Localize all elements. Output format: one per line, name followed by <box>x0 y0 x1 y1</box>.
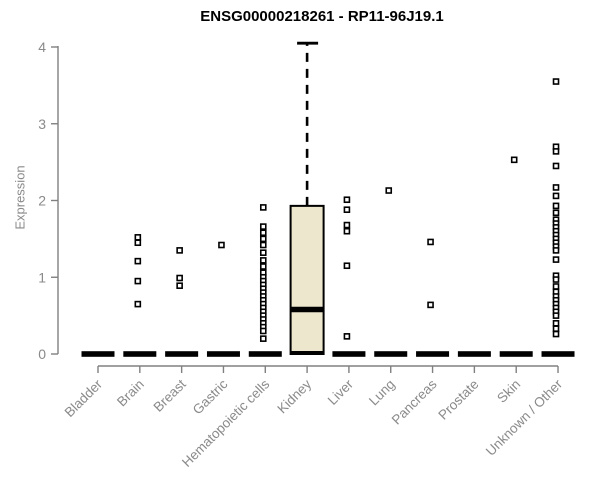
outlier-point <box>552 325 560 332</box>
outlier-point <box>552 319 560 327</box>
collapsed-box-bar <box>416 351 450 357</box>
x-category-label: Unknown / Other <box>483 376 566 459</box>
outlier-point <box>427 238 434 246</box>
outlier-point <box>176 247 183 254</box>
outlier-point <box>134 239 142 247</box>
x-category-label: Skin <box>494 377 523 406</box>
outlier-point <box>134 277 142 285</box>
collapsed-box-bar <box>81 351 115 357</box>
outlier-point <box>259 257 267 264</box>
collapsed-box-bar <box>165 351 199 357</box>
outlier-point <box>427 301 434 309</box>
outlier-point <box>259 263 267 270</box>
x-category-label: Gastric <box>190 376 231 417</box>
outlier-point <box>176 282 183 289</box>
outlier-point <box>134 234 142 241</box>
outlier-point <box>552 276 560 283</box>
collapsed-box-bar <box>332 351 366 357</box>
x-category-label: Pancreas <box>389 376 440 427</box>
outlier-point <box>552 78 560 85</box>
outlier-point <box>552 330 560 338</box>
outlier-point <box>552 202 560 210</box>
x-category-label: Breast <box>151 376 189 414</box>
y-tick-label: 4 <box>38 39 46 55</box>
outlier-point <box>343 333 351 340</box>
x-category-label: Bladder <box>62 376 106 420</box>
outlier-point <box>552 209 560 217</box>
x-category-label: Liver <box>325 376 357 408</box>
y-tick-label: 2 <box>38 193 46 209</box>
outlier-point <box>552 192 560 200</box>
outlier-point <box>552 283 560 290</box>
outlier-point <box>259 229 267 237</box>
collapsed-box-bar <box>499 351 533 357</box>
y-tick-label: 0 <box>38 346 46 362</box>
collapsed-box-bar <box>374 351 408 357</box>
outlier-point <box>259 241 267 249</box>
box-rect <box>289 204 325 355</box>
outlier-point <box>259 235 267 243</box>
collapsed-box-bar <box>541 351 575 357</box>
outlier-point <box>343 227 351 235</box>
collapsed-box-bar <box>248 351 282 357</box>
outlier-point <box>134 300 142 308</box>
outlier-point <box>552 162 560 170</box>
x-category-label: Prostate <box>435 377 481 423</box>
outlier-point <box>510 156 518 164</box>
outlier-point <box>259 335 267 342</box>
outlier-point <box>176 274 183 282</box>
outlier-point <box>134 257 142 265</box>
x-category-label: Lung <box>366 377 398 409</box>
outlier-point <box>385 187 393 194</box>
y-tick-label: 1 <box>38 269 46 285</box>
outlier-point <box>343 221 351 229</box>
chart-title: ENSG00000218261 - RP11-96J19.1 <box>200 8 444 25</box>
y-tick-label: 3 <box>38 116 46 132</box>
outlier-point <box>259 249 267 256</box>
outlier-point <box>259 223 267 230</box>
outlier-point <box>343 262 351 270</box>
outlier-point <box>552 256 560 263</box>
outlier-point <box>343 206 351 214</box>
x-category-label: Brain <box>114 377 147 410</box>
outlier-point <box>552 148 560 155</box>
collapsed-box-bar <box>457 351 491 357</box>
outlier-point <box>259 204 267 211</box>
outlier-point <box>218 241 225 249</box>
collapsed-box-bar <box>206 351 240 357</box>
outlier-point <box>552 247 560 254</box>
outlier-point <box>552 312 560 319</box>
outlier-point <box>343 196 351 204</box>
outlier-point <box>552 184 560 191</box>
collapsed-box-bar <box>123 351 157 357</box>
outlier-point <box>259 327 267 335</box>
x-category-label: Kidney <box>274 376 314 416</box>
